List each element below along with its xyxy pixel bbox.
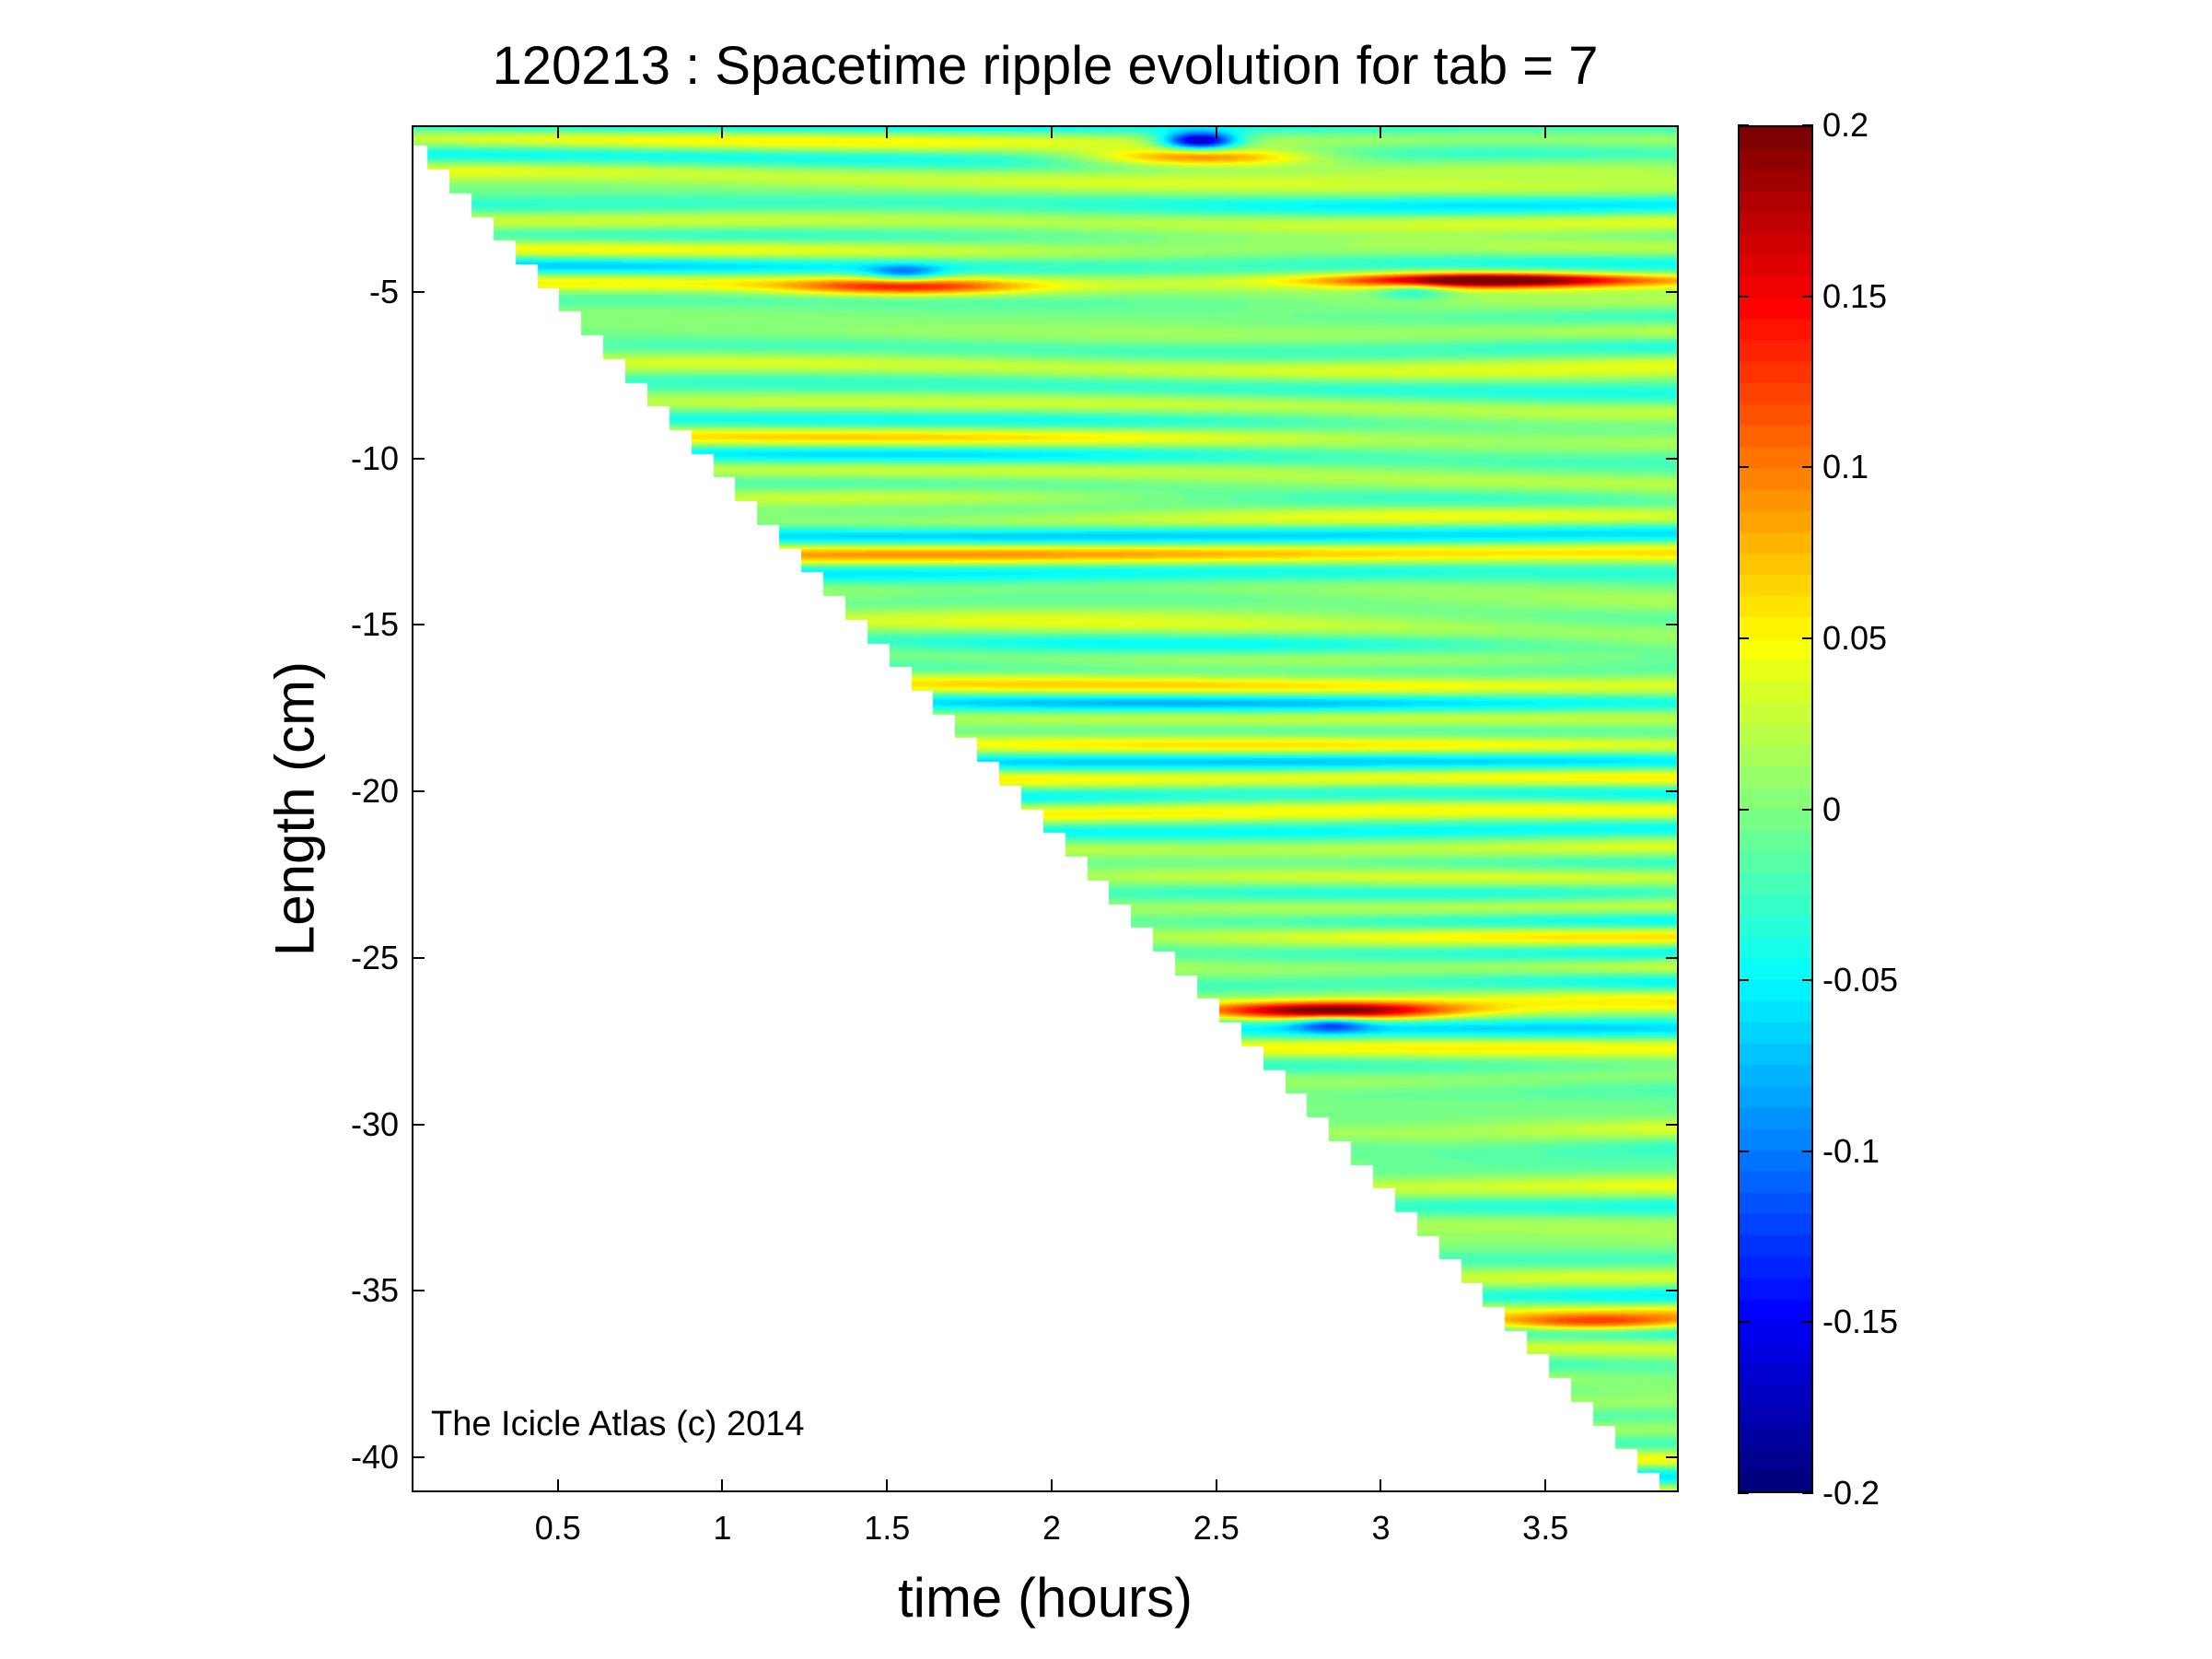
- y-tick-mark-right: [1666, 290, 1679, 293]
- colorbar-tick-label: -0.1: [1822, 1131, 1880, 1170]
- colorbar-tick-mark-right: [1802, 979, 1813, 982]
- x-tick-mark: [886, 1479, 889, 1492]
- colorbar-gradient: [1740, 127, 1811, 1491]
- colorbar-tick-mark: [1738, 124, 1749, 126]
- colorbar-tick-mark-right: [1802, 637, 1813, 639]
- chart-title: 120213 : Spacetime ripple evolution for …: [492, 36, 1599, 96]
- y-tick-mark-right: [1666, 457, 1679, 460]
- y-tick-mark: [412, 1123, 425, 1126]
- y-tick-mark-right: [1666, 1123, 1679, 1126]
- x-tick-label: 3.5: [1522, 1509, 1569, 1547]
- x-axis-label: time (hours): [897, 1567, 1193, 1629]
- y-tick-mark: [412, 956, 425, 959]
- colorbar-tick-mark: [1738, 637, 1749, 639]
- x-tick-mark: [1050, 1479, 1053, 1492]
- colorbar-tick-mark-right: [1802, 1150, 1813, 1152]
- colorbar-tick-mark-right: [1802, 1492, 1813, 1494]
- y-tick-mark-right: [1666, 956, 1679, 959]
- x-tick-label: 1.5: [864, 1509, 911, 1547]
- colorbar-tick-mark-right: [1802, 808, 1813, 811]
- colorbar-tick-mark: [1738, 808, 1749, 811]
- colorbar-tick-mark-right: [1802, 1321, 1813, 1324]
- y-tick-mark: [412, 624, 425, 626]
- colorbar-tick-label: 0.1: [1822, 448, 1869, 486]
- colorbar-tick-mark: [1738, 979, 1749, 982]
- colorbar-tick-label: 0.15: [1822, 276, 1888, 315]
- y-tick-mark: [412, 290, 425, 293]
- y-tick-mark-right: [1666, 1456, 1679, 1459]
- colorbar-tick-mark-right: [1802, 295, 1813, 298]
- plot-area: [412, 125, 1679, 1492]
- x-tick-label: 2.5: [1193, 1509, 1240, 1547]
- x-tick-mark-top: [1544, 125, 1547, 138]
- y-tick-label: -40: [350, 1438, 399, 1477]
- x-tick-mark-top: [1215, 125, 1217, 138]
- colorbar-tick-mark: [1738, 1321, 1749, 1324]
- y-tick-mark-right: [1666, 1290, 1679, 1292]
- x-tick-label: 1: [713, 1509, 732, 1547]
- watermark-text: The Icicle Atlas (c) 2014: [431, 1405, 805, 1443]
- x-tick-mark: [1215, 1479, 1217, 1492]
- x-tick-label: 2: [1042, 1509, 1061, 1547]
- colorbar-tick-label: -0.15: [1822, 1303, 1899, 1341]
- colorbar-tick-label: -0.05: [1822, 961, 1899, 999]
- y-tick-label: -15: [350, 605, 399, 644]
- colorbar-tick-mark: [1738, 466, 1749, 469]
- y-tick-label: -10: [350, 438, 399, 477]
- y-tick-label: -30: [350, 1104, 399, 1143]
- x-tick-mark: [1380, 1479, 1382, 1492]
- y-tick-label: -5: [368, 272, 399, 310]
- y-tick-mark: [412, 457, 425, 460]
- y-tick-mark: [412, 790, 425, 793]
- x-tick-label: 3: [1371, 1509, 1391, 1547]
- y-tick-label: -25: [350, 938, 399, 976]
- heatmap-image: [413, 127, 1677, 1490]
- x-tick-mark: [721, 1479, 724, 1492]
- y-tick-mark-right: [1666, 790, 1679, 793]
- colorbar-tick-mark: [1738, 1492, 1749, 1494]
- colorbar-tick-label: 0: [1822, 789, 1842, 828]
- y-tick-mark-right: [1666, 624, 1679, 626]
- colorbar-tick-label: -0.2: [1822, 1474, 1880, 1512]
- colorbar-tick-mark-right: [1802, 466, 1813, 469]
- x-tick-mark-top: [886, 125, 889, 138]
- y-tick-mark: [412, 1456, 425, 1459]
- x-tick-mark-top: [1380, 125, 1382, 138]
- colorbar-tick-label: 0.2: [1822, 106, 1869, 144]
- colorbar-tick-mark: [1738, 1150, 1749, 1152]
- colorbar-tick-mark-right: [1802, 124, 1813, 126]
- y-tick-label: -20: [350, 772, 399, 811]
- colorbar-tick-mark: [1738, 295, 1749, 298]
- x-tick-mark: [1544, 1479, 1547, 1492]
- x-tick-mark-top: [1050, 125, 1053, 138]
- x-tick-mark: [556, 1479, 559, 1492]
- x-tick-mark-top: [556, 125, 559, 138]
- x-tick-mark-top: [721, 125, 724, 138]
- colorbar-tick-label: 0.05: [1822, 618, 1888, 657]
- x-tick-label: 0.5: [534, 1509, 581, 1547]
- y-axis-label: Length (cm): [263, 660, 326, 957]
- y-tick-mark: [412, 1290, 425, 1292]
- y-tick-label: -35: [350, 1271, 399, 1310]
